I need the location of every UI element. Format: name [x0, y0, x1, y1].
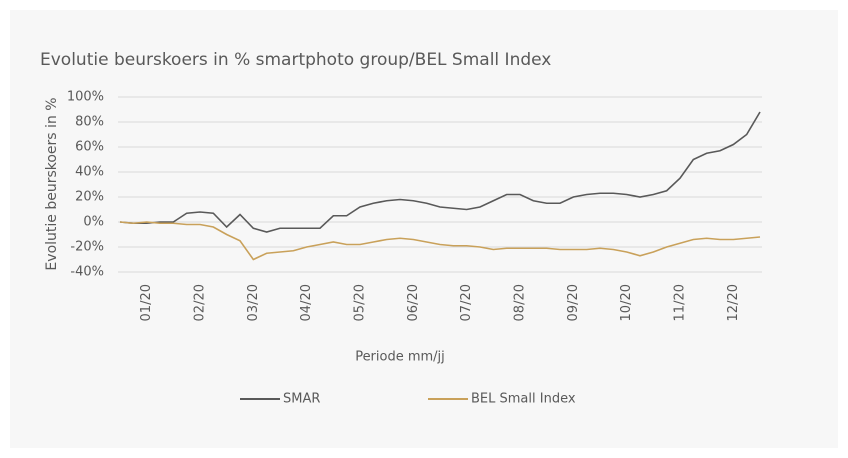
series-line: [119, 221, 761, 261]
y-tick-label: -20%: [70, 240, 104, 255]
x-tick-label: 08/20: [513, 284, 528, 321]
x-tick-label: 01/20: [139, 284, 154, 321]
x-tick-label: 05/20: [353, 284, 368, 321]
x-tick-label: 02/20: [193, 284, 208, 321]
y-tick-label: 80%: [75, 115, 104, 130]
x-tick-label: 07/20: [459, 284, 474, 321]
chart-title: Evolutie beurskoers in % smartphoto grou…: [40, 50, 551, 70]
legend-label: SMAR: [283, 392, 320, 407]
series-line: [119, 111, 761, 233]
chart-background: [10, 10, 838, 448]
y-tick-label: -40%: [70, 265, 104, 280]
y-tick-label: 0%: [83, 215, 104, 230]
x-tick-label: 09/20: [566, 284, 581, 321]
legend-label: BEL Small Index: [471, 392, 576, 407]
y-tick-label: 60%: [75, 140, 104, 155]
x-tick-label: 10/20: [619, 284, 634, 321]
x-tick-label: 04/20: [299, 284, 314, 321]
y-tick-label: 40%: [75, 165, 104, 180]
x-tick-label: 11/20: [673, 284, 688, 321]
y-tick-label: 20%: [75, 190, 104, 205]
x-tick-label: 03/20: [246, 284, 261, 321]
y-axis-label: Evolutie beurskoers in %: [44, 97, 60, 270]
x-tick-label: 06/20: [406, 284, 421, 321]
x-axis-label: Periode mm/jj: [355, 350, 445, 365]
y-tick-label: 100%: [67, 90, 104, 105]
x-tick-label: 12/20: [726, 284, 741, 321]
